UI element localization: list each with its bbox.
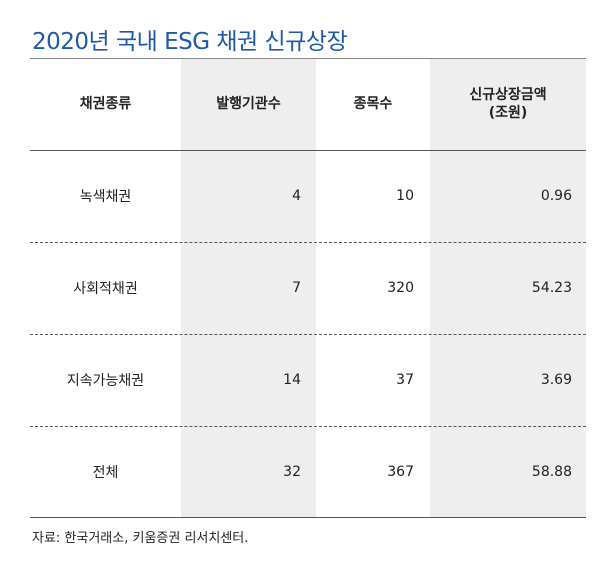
row-label: 녹색채권 <box>79 189 132 205</box>
row-label: 지속가능채권 <box>66 373 145 389</box>
cell-amount: 54.23 <box>531 280 572 296</box>
cell-amount: 58.88 <box>531 464 572 480</box>
cell-items: 10 <box>396 188 414 204</box>
header-issuer-count: 발행기관수 <box>216 96 281 112</box>
row-label: 사회적채권 <box>73 281 138 297</box>
table-bottom-border <box>30 517 586 518</box>
page-title: 2020년 국내 ESG 채권 신규상장 <box>32 29 348 55</box>
cell-items: 37 <box>396 372 414 388</box>
source-note: 자료: 한국거래소, 키움증권 리서치센터. <box>32 531 249 546</box>
row-divider <box>30 334 586 335</box>
header-amount-line1: 신규상장금액 <box>469 87 547 103</box>
cell-issuers: 14 <box>283 372 301 388</box>
cell-issuers: 4 <box>292 188 301 204</box>
cell-issuers: 7 <box>292 280 301 296</box>
row-divider <box>30 426 586 427</box>
esg-bond-table: 채권종류 발행기관수 종목수 신규상장금액 (조원) 녹색채권 4 10 0.9… <box>30 58 586 518</box>
row-label-total: 전체 <box>92 465 119 481</box>
cell-amount: 0.96 <box>540 188 572 204</box>
cell-amount: 3.69 <box>540 372 572 388</box>
cell-issuers: 32 <box>283 464 301 480</box>
header-divider <box>30 150 586 151</box>
header-bond-type: 채권종류 <box>79 96 132 112</box>
header-item-count: 종목수 <box>353 96 393 112</box>
cell-items: 367 <box>387 464 414 480</box>
column-shade-amount <box>430 58 586 518</box>
table-top-border <box>30 58 586 59</box>
column-shade-issuers <box>181 58 316 518</box>
header-listing-amount: 신규상장금액 (조원) <box>430 58 586 150</box>
header-amount-unit: (조원) <box>488 105 528 121</box>
cell-items: 320 <box>387 280 414 296</box>
row-divider <box>30 242 586 243</box>
